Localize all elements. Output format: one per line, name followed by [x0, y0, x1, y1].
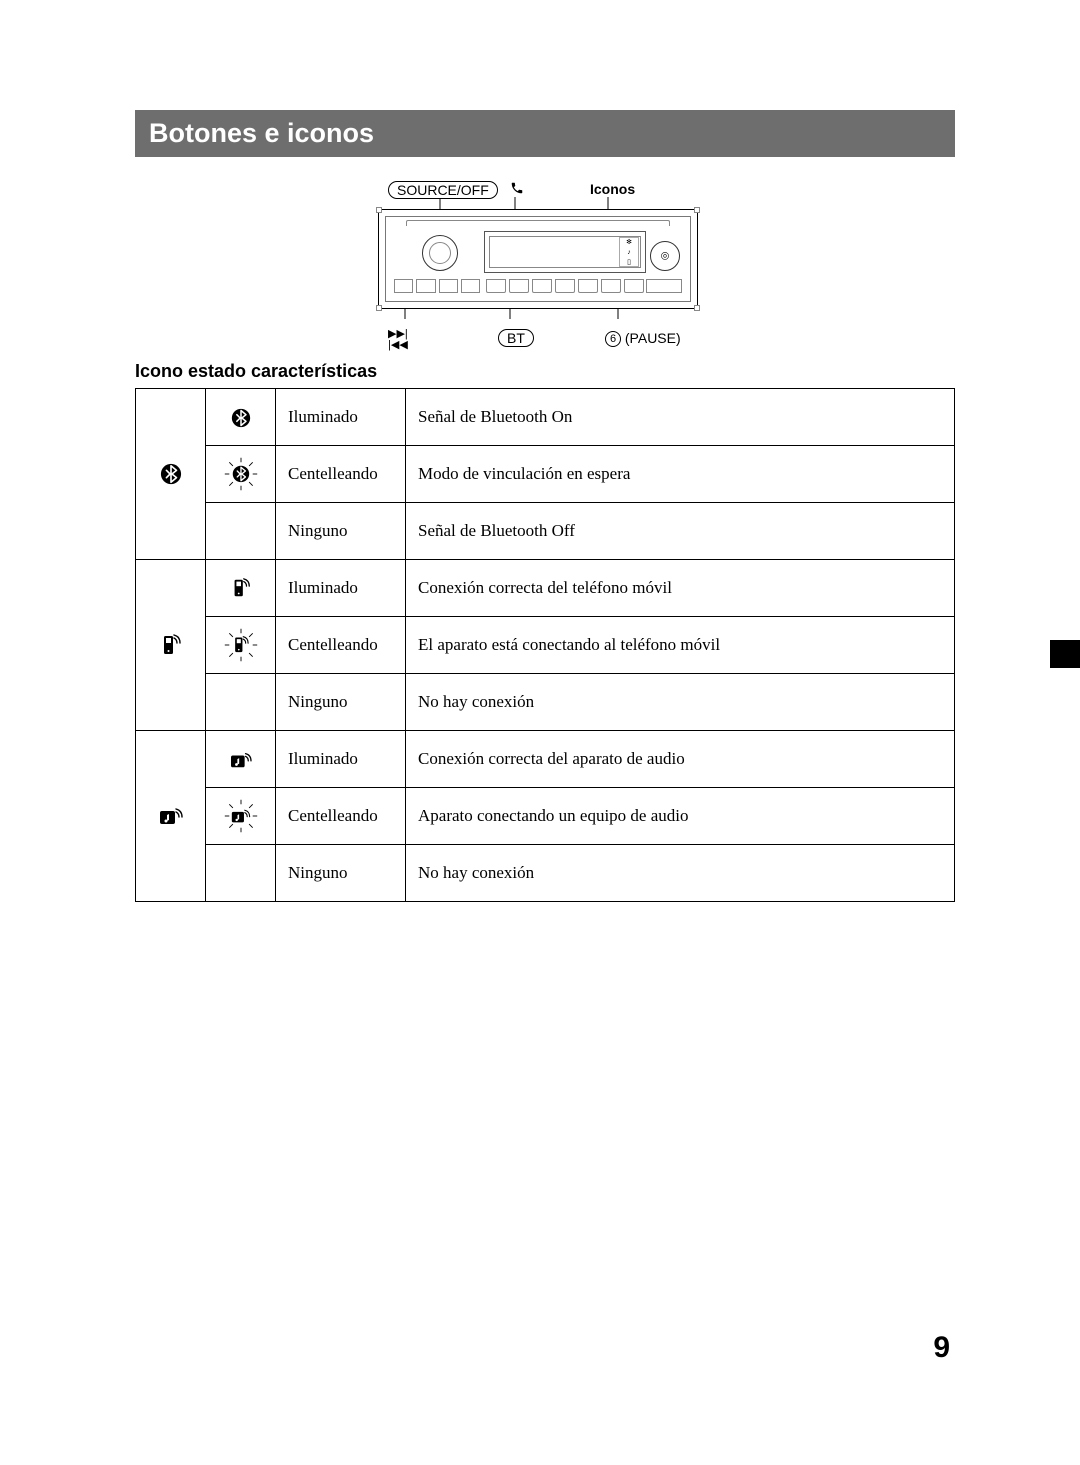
desc-cell: Señal de Bluetooth On: [406, 389, 955, 446]
phone-handset-icon: [510, 181, 524, 200]
source-off-label: SOURCE/OFF: [388, 181, 498, 199]
state-cell: Centelleando: [276, 788, 406, 845]
rew-icon: |◀◀: [388, 340, 408, 351]
product-diagram: SOURCE/OFF Iconos ✻♪▯: [360, 181, 730, 351]
state-icon-cell: [206, 560, 276, 617]
desc-cell: Conexión correcta del aparato de audio: [406, 731, 955, 788]
pause-number: 6: [605, 331, 621, 347]
pause-label: 6 (PAUSE): [605, 330, 681, 347]
state-icon-cell: [206, 446, 276, 503]
section-banner: Botones e iconos: [135, 110, 955, 157]
iconos-label: Iconos: [590, 181, 635, 197]
page-edge-tab: [1050, 640, 1080, 668]
desc-cell: Aparato conectando un equipo de audio: [406, 788, 955, 845]
mobile-phone-icon: [230, 577, 252, 599]
bluetooth-flash-icon: [223, 456, 259, 492]
group-icon-cell: [136, 731, 206, 902]
state-cell: Iluminado: [276, 560, 406, 617]
bluetooth-icon: [160, 463, 182, 485]
audio-device-icon: [158, 805, 184, 827]
table-row: Iluminado Conexión correcta del teléfono…: [136, 560, 955, 617]
audio-device-icon: [229, 750, 253, 770]
table-row: Ninguno No hay conexión: [136, 674, 955, 731]
mobile-phone-icon: [159, 633, 183, 657]
desc-cell: Modo de vinculación en espera: [406, 446, 955, 503]
bt-label: BT: [498, 329, 534, 347]
desc-cell: Conexión correcta del teléfono móvil: [406, 560, 955, 617]
state-icon-cell: [206, 617, 276, 674]
state-cell: Iluminado: [276, 389, 406, 446]
desc-cell: No hay conexión: [406, 845, 955, 902]
state-icon-cell: [206, 845, 276, 902]
page-number: 9: [933, 1331, 950, 1365]
state-cell: Ninguno: [276, 503, 406, 560]
group-icon-cell: [136, 389, 206, 560]
state-icon-cell: [206, 389, 276, 446]
stereo-unit: ✻♪▯: [378, 209, 698, 309]
state-icon-cell: [206, 788, 276, 845]
state-icon-cell: [206, 674, 276, 731]
table-row: Centelleando Aparato conectando un equip…: [136, 788, 955, 845]
state-icon-cell: [206, 731, 276, 788]
state-cell: Centelleando: [276, 617, 406, 674]
pause-text: (PAUSE): [625, 330, 681, 346]
subheading: Icono estado características: [135, 361, 955, 382]
bluetooth-icon: [231, 408, 251, 428]
table-row: Centelleando El aparato está conectando …: [136, 617, 955, 674]
state-cell: Centelleando: [276, 446, 406, 503]
table-row: Centelleando Modo de vinculación en espe…: [136, 446, 955, 503]
banner-title: Botones e iconos: [149, 118, 374, 148]
state-cell: Ninguno: [276, 674, 406, 731]
table-row: Iluminado Señal de Bluetooth On: [136, 389, 955, 446]
mobile-phone-flash-icon: [223, 627, 259, 663]
group-icon-cell: [136, 560, 206, 731]
table-row: Ninguno Señal de Bluetooth Off: [136, 503, 955, 560]
icon-status-table: Iluminado Señal de Bluetooth On Centelle…: [135, 388, 955, 902]
state-icon-cell: [206, 503, 276, 560]
product-diagram-wrap: SOURCE/OFF Iconos ✻♪▯: [135, 181, 955, 351]
desc-cell: No hay conexión: [406, 674, 955, 731]
state-cell: Ninguno: [276, 845, 406, 902]
table-row: Ninguno No hay conexión: [136, 845, 955, 902]
desc-cell: Señal de Bluetooth Off: [406, 503, 955, 560]
seek-icons: ▶▶| |◀◀: [388, 329, 408, 351]
table-row: Iluminado Conexión correcta del aparato …: [136, 731, 955, 788]
desc-cell: El aparato está conectando al teléfono m…: [406, 617, 955, 674]
state-cell: Iluminado: [276, 731, 406, 788]
audio-device-flash-icon: [223, 798, 259, 834]
